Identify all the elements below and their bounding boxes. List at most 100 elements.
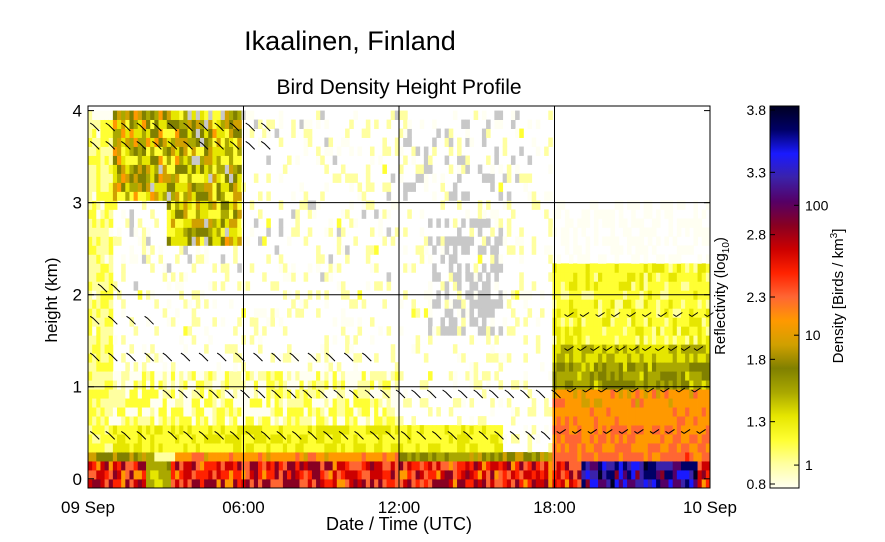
heatmap-cell — [581, 425, 586, 435]
heatmap-cell — [610, 398, 616, 408]
heatmap-cell — [465, 209, 470, 219]
heatmap-cell — [108, 191, 114, 201]
heatmap-cell — [340, 164, 346, 174]
heatmap-cell — [411, 452, 416, 462]
heatmap-cell — [104, 452, 110, 462]
heatmap-cell — [340, 317, 346, 327]
heatmap-cell — [237, 416, 242, 426]
heatmap-cell — [614, 308, 620, 318]
heatmap-cell — [622, 344, 628, 354]
heatmap-cell — [208, 137, 213, 147]
heatmap-cell — [121, 110, 126, 120]
heatmap-cell — [158, 119, 164, 129]
heatmap-cell — [444, 155, 450, 165]
heatmap-cell — [253, 317, 259, 327]
heatmap-cell — [581, 443, 586, 453]
heatmap-cell — [266, 155, 271, 165]
heatmap-cell — [137, 164, 143, 174]
heatmap-cell — [378, 470, 383, 480]
heatmap-cell — [282, 443, 288, 453]
heatmap-cell — [457, 398, 462, 408]
heatmap-cell — [166, 470, 172, 480]
heatmap-cell — [282, 272, 288, 282]
heatmap-cell — [481, 128, 487, 138]
heatmap-cell — [100, 308, 105, 318]
heatmap-cell — [291, 407, 296, 417]
heatmap-cell — [170, 155, 176, 165]
heatmap-cell — [560, 344, 566, 354]
heatmap-cell — [477, 434, 483, 444]
heatmap-cell — [92, 461, 97, 471]
heatmap-cell — [598, 443, 603, 453]
heatmap-cell — [448, 272, 454, 282]
heatmap-cell — [374, 263, 379, 273]
heatmap-cell — [100, 164, 105, 174]
heatmap-cell — [689, 272, 694, 282]
heatmap-cell — [228, 236, 234, 246]
heatmap-cell — [664, 389, 669, 399]
heatmap-cell — [146, 128, 151, 138]
heatmap-cell — [353, 380, 358, 390]
heatmap-cell — [697, 335, 703, 345]
heatmap-cell — [146, 191, 151, 201]
heatmap-cell — [535, 470, 541, 480]
heatmap-cell — [589, 389, 595, 399]
heatmap-cell — [191, 146, 197, 156]
heatmap-cell — [469, 362, 475, 372]
heatmap-cell — [154, 425, 159, 435]
heatmap-cell — [365, 389, 371, 399]
wind-barb — [260, 140, 271, 150]
heatmap-cell — [361, 371, 367, 381]
heatmap-cell — [104, 461, 110, 471]
heatmap-cell — [448, 128, 454, 138]
heatmap-cell — [428, 479, 433, 489]
heatmap-cell — [697, 479, 703, 489]
heatmap-cell — [585, 470, 591, 480]
heatmap-cell — [208, 425, 213, 435]
heatmap-cell — [199, 461, 205, 471]
heatmap-cell — [278, 317, 284, 327]
heatmap-cell — [175, 137, 180, 147]
heatmap-cell — [311, 461, 317, 471]
colorbar-left-tick-label: 3.3 — [747, 164, 767, 180]
heatmap-cell — [461, 326, 466, 336]
heatmap-cell — [125, 470, 130, 480]
heatmap-cell — [589, 452, 595, 462]
heatmap-cell — [490, 461, 495, 471]
heatmap-cell — [104, 335, 110, 345]
heatmap-cell — [191, 407, 197, 417]
heatmap-cell — [602, 470, 607, 480]
heatmap-cell — [224, 371, 230, 381]
heatmap-cell — [154, 218, 159, 228]
heatmap-cell — [137, 182, 143, 192]
heatmap-cell — [166, 371, 172, 381]
heatmap-cell — [705, 443, 711, 453]
heatmap-cell — [137, 173, 143, 183]
heatmap-cell — [104, 299, 110, 309]
heatmap-cell — [610, 308, 616, 318]
heatmap-cell — [382, 182, 387, 192]
heatmap-cell — [693, 209, 698, 219]
heatmap-cell — [121, 380, 126, 390]
heatmap-cell — [278, 173, 284, 183]
heatmap-cell — [685, 335, 690, 345]
heatmap-cell — [382, 461, 387, 471]
heatmap-cell — [618, 317, 624, 327]
heatmap-cell — [96, 326, 101, 336]
heatmap-cell — [622, 317, 628, 327]
heatmap-cell — [428, 434, 433, 444]
heatmap-cell — [369, 479, 375, 489]
heatmap-cell — [216, 461, 222, 471]
heatmap-cell — [125, 407, 130, 417]
heatmap-cell — [622, 443, 628, 453]
heatmap-cell — [311, 200, 317, 210]
heatmap-cell — [183, 452, 188, 462]
heatmap-cell — [502, 146, 508, 156]
heatmap-cell — [108, 416, 114, 426]
heatmap-cell — [394, 470, 400, 480]
heatmap-cell — [664, 479, 669, 489]
heatmap-cell — [170, 146, 176, 156]
heatmap-cell — [394, 146, 400, 156]
heatmap-cell — [150, 398, 155, 408]
heatmap-cell — [141, 119, 147, 129]
